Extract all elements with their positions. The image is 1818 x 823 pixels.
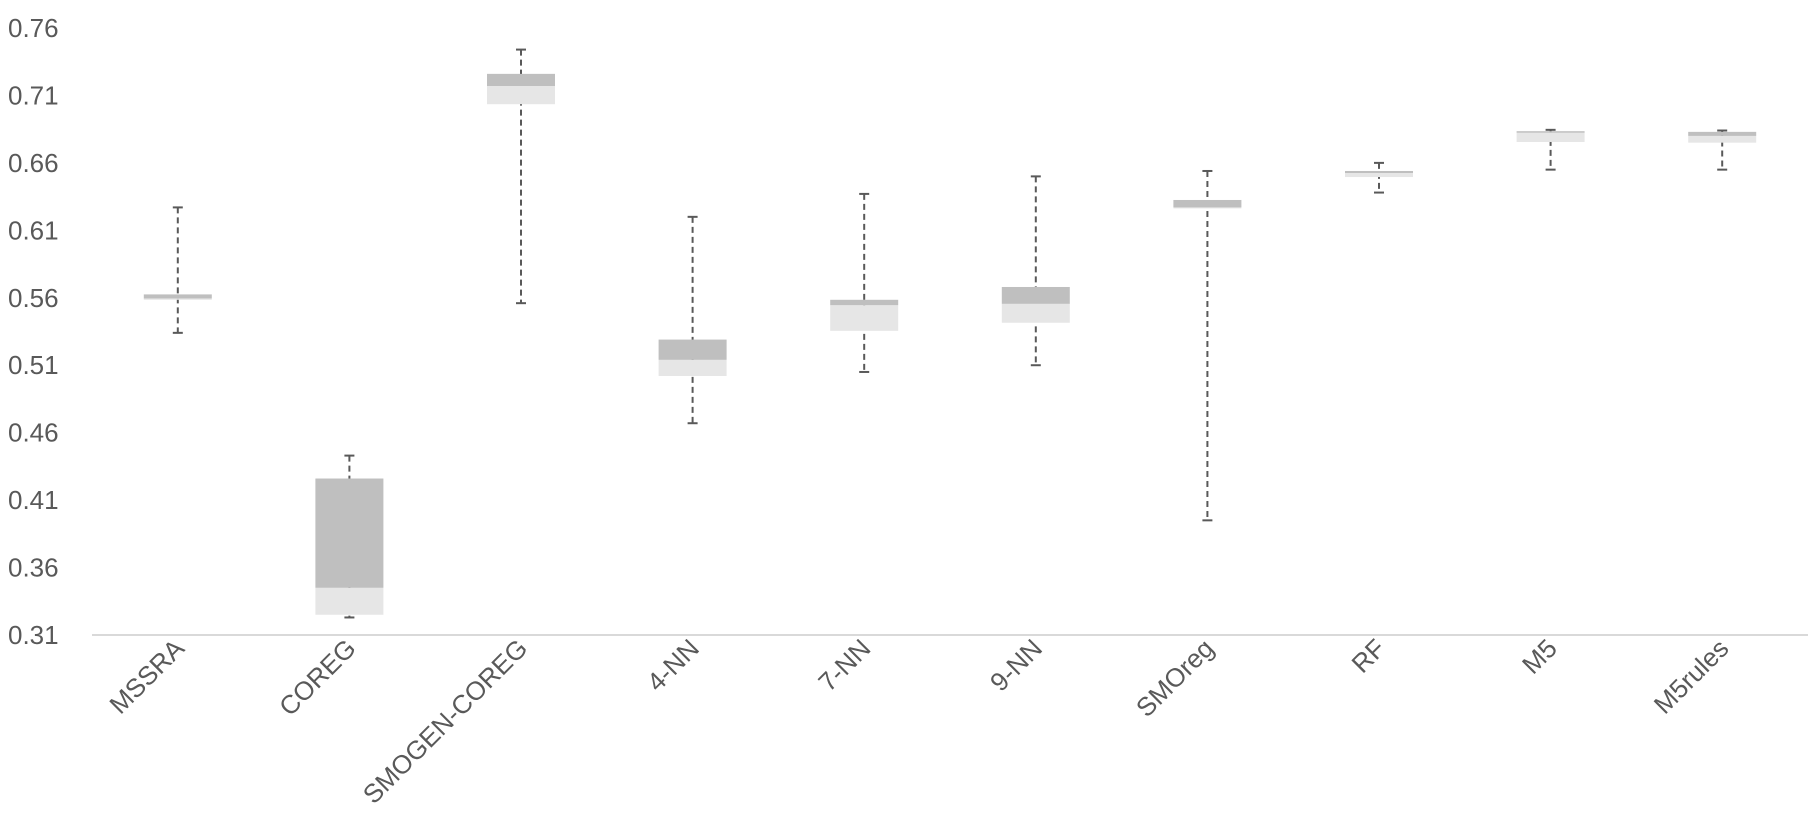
y-axis-ticks: 0.31 0.36 0.41 0.46 0.51 0.56 0.61 0.66 0.71 0.76 [8, 13, 59, 650]
box-9-nn [1001, 175, 1070, 367]
y-tick-label: 0.51 [8, 350, 59, 380]
box-lower-quartile [1345, 173, 1413, 178]
box-smoreg [1173, 169, 1242, 522]
box-lower-quartile [1001, 303, 1070, 323]
box-m5rules [1688, 129, 1757, 171]
box-upper-quartile [1173, 199, 1242, 208]
y-tick-label: 0.56 [8, 283, 59, 313]
box-upper-quartile [143, 294, 212, 299]
box-7-nn [830, 192, 899, 373]
box-lower-quartile [487, 86, 555, 105]
box-upper-quartile [487, 73, 555, 87]
x-category-label: 9-NN [984, 633, 1048, 697]
x-category-label: SMOreg [1130, 633, 1220, 723]
box-lower-quartile [315, 587, 384, 615]
box-lower-quartile [830, 305, 899, 331]
x-category-label: M5rules [1648, 633, 1735, 720]
box-smogen-coreg [487, 48, 555, 305]
y-tick-label: 0.71 [8, 80, 59, 110]
box-upper-quartile [830, 299, 899, 306]
y-tick-label: 0.66 [8, 148, 59, 178]
y-tick-label: 0.46 [8, 418, 59, 448]
box-upper-quartile [1345, 170, 1413, 174]
box-mssra [143, 206, 212, 334]
x-category-label: RF [1346, 633, 1392, 679]
box-upper-quartile [1516, 131, 1585, 133]
box-upper-quartile [315, 478, 384, 588]
box-lower-quartile [658, 359, 727, 377]
box-4-nn [658, 215, 727, 425]
box-lower-quartile [1688, 135, 1757, 143]
x-category-label: 7-NN [812, 633, 876, 697]
box-lower-quartile [1173, 207, 1242, 209]
box-upper-quartile [1688, 131, 1757, 136]
y-tick-label: 0.61 [8, 215, 59, 245]
y-tick-label: 0.31 [8, 620, 59, 650]
box-coreg [315, 454, 384, 619]
y-tick-label: 0.41 [8, 485, 59, 515]
box-upper-quartile [658, 339, 727, 360]
box-series [143, 48, 1757, 619]
box-upper-quartile [1001, 286, 1070, 304]
box-m5 [1516, 128, 1585, 171]
y-tick-label: 0.36 [8, 553, 59, 583]
x-category-label: COREG [273, 633, 362, 722]
y-tick-label: 0.76 [8, 13, 59, 43]
x-category-label: M5 [1516, 633, 1563, 680]
box-rf [1345, 161, 1413, 194]
x-category-label: SMOGEN-COREG [357, 633, 533, 809]
box-lower-quartile [143, 298, 212, 300]
box-lower-quartile [1516, 132, 1585, 142]
x-category-label: 4-NN [641, 633, 705, 697]
x-category-label: MSSRA [103, 633, 190, 720]
